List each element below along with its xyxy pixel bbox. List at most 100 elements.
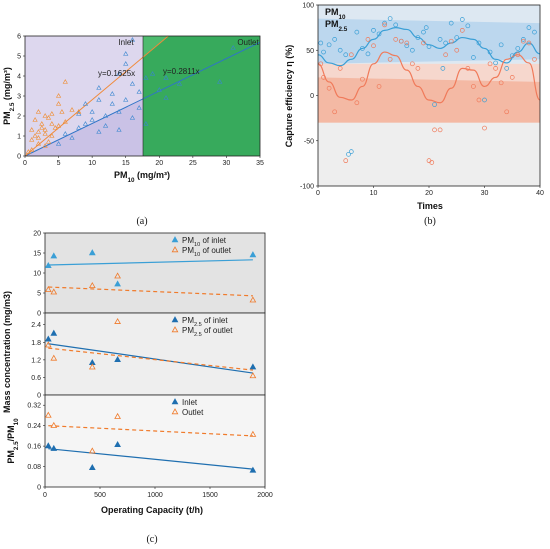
inlet-point xyxy=(89,109,95,114)
pm25-point xyxy=(371,43,376,49)
inlet-point xyxy=(82,101,89,106)
inlet-point xyxy=(116,127,122,132)
x-tick-label-c: 2000 xyxy=(257,492,273,499)
caption-b: (b) xyxy=(424,216,436,227)
outlet-marker xyxy=(50,288,58,295)
inlet-point xyxy=(123,51,129,56)
pm25-point xyxy=(487,61,493,67)
pm25-point xyxy=(348,52,354,58)
outlet-marker xyxy=(249,430,257,437)
x-tick-label-b: 20 xyxy=(425,190,433,197)
y-tick-label-c: 1.8 xyxy=(31,340,41,347)
inlet-marker xyxy=(44,442,52,449)
plot-c-panel-3 xyxy=(44,394,266,488)
pm25-point xyxy=(410,61,415,67)
pm25-point xyxy=(504,109,510,115)
inlet-point xyxy=(217,79,223,84)
pm25-point xyxy=(360,76,365,82)
x-tick-label-c: 0 xyxy=(43,492,47,499)
pm10-point xyxy=(387,16,393,21)
legend-marker-c xyxy=(171,326,179,333)
y-tick-label-c: 0.6 xyxy=(31,375,41,382)
pm25-point xyxy=(437,127,443,133)
x-tick-label-b: 0 xyxy=(316,190,320,197)
inlet-point xyxy=(102,123,109,128)
pm25-point xyxy=(493,65,498,71)
pm25-point xyxy=(332,109,337,115)
y-tick-label-c: 1.2 xyxy=(31,357,41,364)
inlet-point xyxy=(69,135,75,140)
y-tick-label-a: 2 xyxy=(17,114,21,121)
pm10-point xyxy=(348,149,354,154)
legend-pm10: PM10 xyxy=(325,7,346,21)
inlet-marker xyxy=(114,280,121,287)
pm25-point xyxy=(476,97,482,103)
y-tick-label-c: 2.4 xyxy=(31,322,41,329)
legend-marker-c xyxy=(171,398,179,405)
inlet-marker xyxy=(114,441,121,448)
inlet-point xyxy=(116,71,122,76)
x-tick-label-b: 10 xyxy=(370,190,378,197)
pm10-point xyxy=(532,29,537,35)
outlet-marker xyxy=(114,317,121,324)
inlet-point xyxy=(96,85,102,90)
inlet-point xyxy=(163,75,169,80)
outlet-point xyxy=(49,133,55,138)
inlet-point xyxy=(89,117,95,122)
pm25-point xyxy=(520,38,526,44)
pm10-band xyxy=(318,18,540,64)
pm10-point xyxy=(504,65,510,71)
outlet-point xyxy=(45,115,52,120)
inlet-point xyxy=(123,97,129,102)
pm10-point xyxy=(476,40,482,46)
inlet-point xyxy=(136,89,142,94)
legend-label-c: PM2.5 of inlet xyxy=(182,316,228,328)
x-tick-label-a: 0 xyxy=(23,160,27,167)
pm25-point xyxy=(515,52,521,58)
inlet-point xyxy=(109,101,115,106)
legend-marker-c xyxy=(171,316,179,323)
outlet-point xyxy=(42,131,48,136)
inlet-fit-label: y=0.1625x xyxy=(98,69,135,78)
y-tick-label-a: 6 xyxy=(17,34,21,41)
outlet-point xyxy=(35,135,42,140)
pm10-point xyxy=(443,40,448,46)
outlet-point xyxy=(29,147,35,152)
outlet-point xyxy=(42,143,48,148)
plot-c-panel-1 xyxy=(44,232,266,314)
inlet-point xyxy=(123,61,129,66)
outlet-point xyxy=(35,129,42,134)
pm25-point xyxy=(415,65,421,71)
pm25-point xyxy=(354,100,360,106)
pm25-point xyxy=(421,40,426,46)
x-tick-label-c: 1500 xyxy=(202,492,218,499)
inlet-point xyxy=(230,45,236,50)
x-tick-label-a: 20 xyxy=(155,160,163,167)
inlet-marker xyxy=(50,252,58,259)
legend-marker-c xyxy=(171,408,179,415)
pm25-point xyxy=(387,56,393,62)
pm10-point xyxy=(404,43,410,49)
inlet-point xyxy=(163,95,169,100)
y-axis-label-c: Mass concentration (mg/m3) xyxy=(2,291,12,413)
inlet-point xyxy=(129,81,136,86)
fit-line-c xyxy=(48,343,253,374)
inlet-marker xyxy=(249,251,257,258)
pm25-point xyxy=(465,65,471,71)
legend-label-c: Inlet xyxy=(182,398,198,407)
y-tick-label-c: 10 xyxy=(33,271,41,278)
x-tick-label-a: 15 xyxy=(122,160,130,167)
fit-line-c xyxy=(48,286,253,297)
outlet-point xyxy=(32,117,38,122)
pm25-point xyxy=(454,47,460,53)
pm25-point xyxy=(318,61,324,67)
pm10-point xyxy=(423,25,429,30)
inlet-point xyxy=(82,121,89,126)
inlet-marker xyxy=(44,261,52,268)
legend-pm25: PM2.5 xyxy=(325,19,348,33)
legend-label-c: PM10 of inlet xyxy=(182,236,227,248)
inlet-point xyxy=(96,129,102,134)
outlet-fit-region xyxy=(143,36,260,156)
pm10-point xyxy=(415,35,421,40)
